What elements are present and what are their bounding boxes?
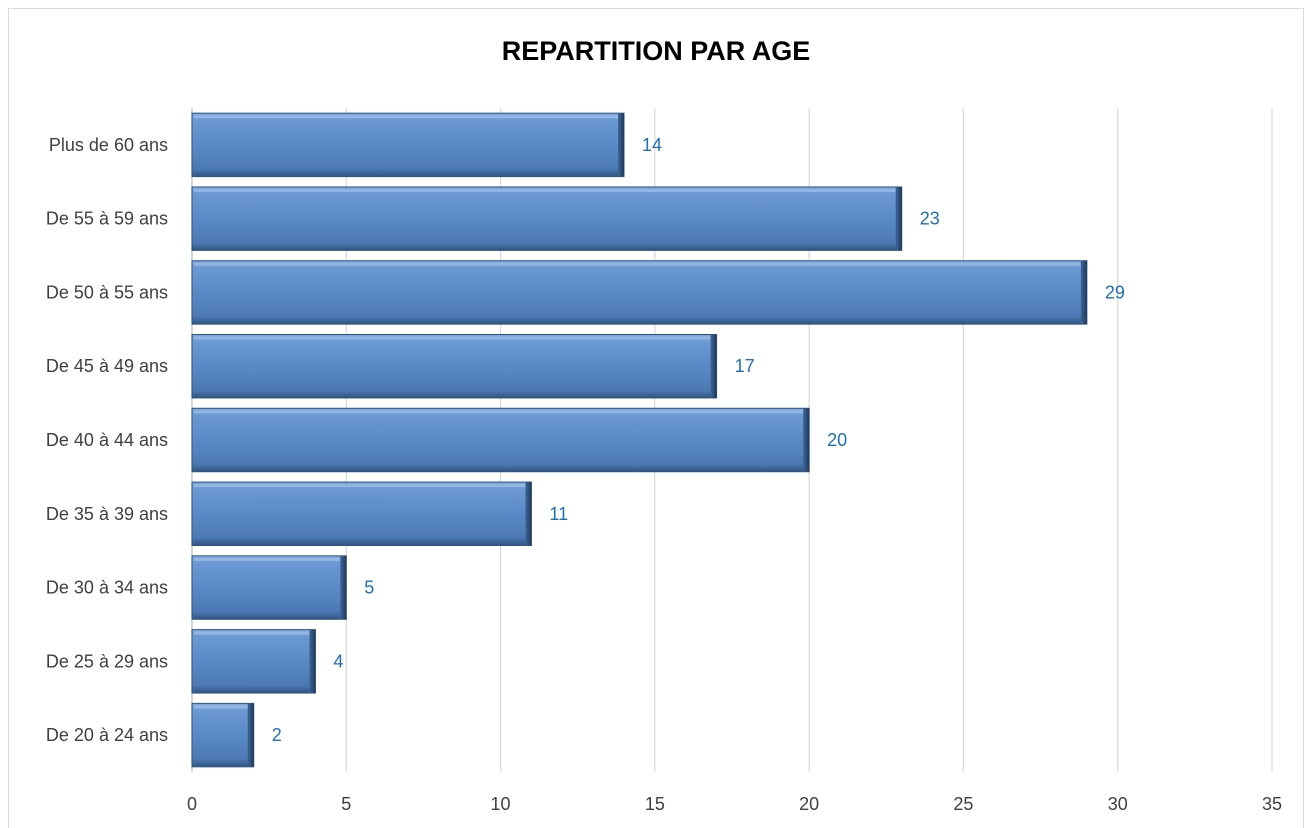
x-tick-label: 15 xyxy=(645,794,665,814)
bar-highlight xyxy=(194,336,711,340)
bar-highlight xyxy=(194,410,804,414)
bar-end-shade xyxy=(1080,260,1087,325)
bar xyxy=(191,260,1088,325)
bar xyxy=(191,407,810,473)
data-label: 23 xyxy=(920,209,940,229)
bar-group xyxy=(191,702,255,768)
data-label: 11 xyxy=(549,504,568,524)
x-tick-label: 5 xyxy=(341,794,351,814)
bar xyxy=(191,481,532,547)
bar-end-shade xyxy=(309,629,316,694)
bar-end-shade xyxy=(710,334,717,398)
bar-highlight xyxy=(194,484,526,488)
bar-highlight xyxy=(194,705,248,709)
data-label: 2 xyxy=(272,725,282,745)
data-label: 4 xyxy=(333,651,343,671)
category-label: De 40 à 44 ans xyxy=(46,430,168,450)
bar-group xyxy=(191,112,625,178)
category-label: De 30 à 34 ans xyxy=(46,578,168,598)
bar-group xyxy=(191,629,316,694)
bar xyxy=(191,702,255,768)
bar-highlight xyxy=(194,631,310,635)
bar-group xyxy=(191,407,810,473)
category-label: De 50 à 55 ans xyxy=(46,282,168,302)
bar-highlight xyxy=(194,188,896,192)
x-tick-label: 0 xyxy=(187,794,197,814)
x-tick-label: 20 xyxy=(799,794,819,814)
bar-layer xyxy=(191,112,1088,768)
bar xyxy=(191,333,718,399)
bar-group xyxy=(191,555,347,620)
x-tick-label: 30 xyxy=(1108,794,1128,814)
bar xyxy=(191,186,903,251)
bar xyxy=(191,555,347,620)
data-label: 14 xyxy=(642,135,662,155)
category-label: De 35 à 39 ans xyxy=(46,504,168,524)
x-tick-label: 25 xyxy=(953,794,973,814)
data-label: 29 xyxy=(1105,282,1125,302)
data-label: 17 xyxy=(735,356,755,376)
bar-group xyxy=(191,333,718,399)
x-tick-label: 35 xyxy=(1262,794,1282,814)
bar-end-shade xyxy=(525,482,532,546)
bar-highlight xyxy=(194,557,341,561)
x-tick-label: 10 xyxy=(491,794,511,814)
bar-end-shade xyxy=(618,113,624,177)
data-label: 20 xyxy=(827,430,847,450)
bar-group xyxy=(191,186,903,251)
bar-end-shade xyxy=(247,703,254,767)
category-label: Plus de 60 ans xyxy=(49,135,168,155)
bar-highlight xyxy=(194,262,1081,266)
bar-group xyxy=(191,260,1088,325)
category-label: De 45 à 49 ans xyxy=(46,356,168,376)
data-label: 5 xyxy=(364,578,374,598)
category-label: De 55 à 59 ans xyxy=(46,209,168,229)
bar-end-shade xyxy=(340,555,347,620)
label-layer: 0 5 10 15 20 25 30 35 De 20 à 24 ans 2 De 25 à 29 … xyxy=(46,135,1282,814)
category-label: De 25 à 29 ans xyxy=(46,651,168,671)
bar-end-shade xyxy=(895,186,902,251)
category-label: De 20 à 24 ans xyxy=(46,725,168,745)
bar-end-shade xyxy=(803,408,810,472)
bar xyxy=(191,629,316,694)
chart-title: REPARTITION PAR AGE xyxy=(501,36,811,66)
bar-highlight xyxy=(194,115,618,119)
bar xyxy=(191,112,625,178)
bar-group xyxy=(191,481,532,547)
